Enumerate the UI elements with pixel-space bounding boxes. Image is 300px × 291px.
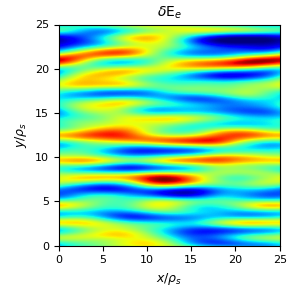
X-axis label: $x/\rho_s$: $x/\rho_s$ [156,271,182,287]
Title: $\delta$E$_e$: $\delta$E$_e$ [157,4,181,21]
Y-axis label: $y/\rho_s$: $y/\rho_s$ [13,122,29,148]
